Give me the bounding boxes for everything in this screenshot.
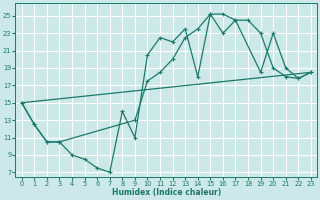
X-axis label: Humidex (Indice chaleur): Humidex (Indice chaleur) — [112, 188, 221, 197]
